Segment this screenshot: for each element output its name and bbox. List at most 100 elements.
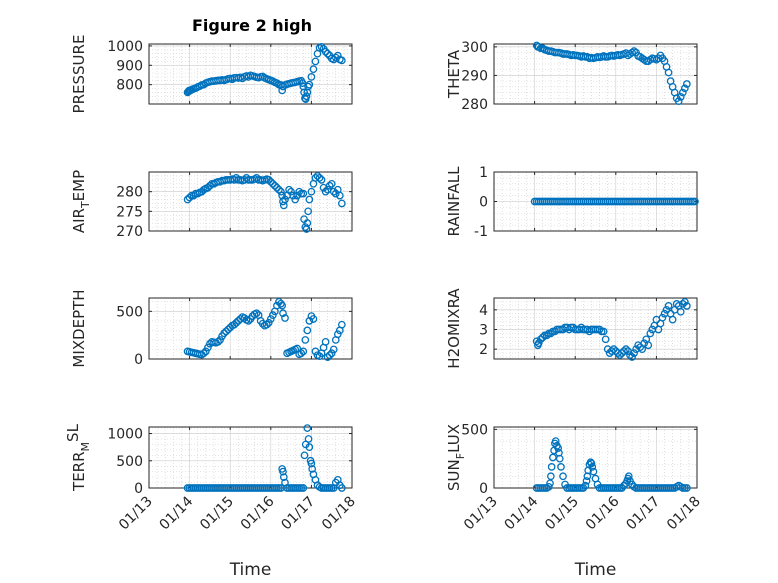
x-axis-label: Time [229,560,272,580]
data-point [279,473,288,481]
y-tick-label: 800 [116,78,143,94]
data-point [308,465,317,473]
data-point [305,195,314,204]
x-tick-label: 01/15 [197,494,237,534]
data-point [587,459,596,468]
data-point [321,337,330,346]
data-point [337,484,346,492]
y-axis-label: THETA [445,49,463,99]
x-tick-label: 01/16 [583,493,623,533]
data-point [616,351,624,359]
data-point [664,302,673,310]
axes-box [493,43,698,105]
data-point [317,43,326,51]
data-point [599,327,608,336]
data-point [301,336,310,344]
data-point [538,333,547,342]
data-point [327,349,336,358]
subplot-air-temp: 270 275 280 AIRTEMP [70,170,353,240]
y-tick-label: 290 [461,68,488,84]
data-point [234,317,243,325]
data-point [579,484,588,492]
data-point [222,327,230,336]
subplot-h2omixra: 2 3 4 H2OMIXRA [445,288,698,369]
x-tick-label: 01/14 [502,493,542,533]
data-point [644,341,653,350]
data-point [547,463,556,471]
data-point [199,349,208,358]
data-point [329,345,338,354]
data-point [262,320,271,329]
data-point [266,177,275,186]
y-axis-label: H2OMIXRA [445,288,463,369]
data-point [199,80,208,89]
y-axis-label: AIRTEMP [70,170,92,233]
data-point [309,315,318,323]
data-point [204,343,212,352]
x-tick-label: 01/16 [238,493,278,533]
data-point [691,197,699,206]
x-tick-label: 01/15 [542,494,582,534]
data-point [536,335,545,344]
data-point [588,463,597,471]
data-point [299,484,308,492]
y-tick-label: 1000 [107,39,143,55]
data-point [307,187,316,196]
data-point [532,337,541,346]
data-point [289,191,297,200]
data-point [664,68,673,77]
axes-box [493,297,698,360]
data-point [331,53,340,62]
data-point [323,49,332,58]
y-tick-label: 0 [479,195,488,211]
data-point [281,195,289,204]
x-tick-label: 01/13 [461,494,501,534]
x-axis-label: Time [574,560,617,580]
data-point [658,313,667,322]
data-point [307,459,316,468]
data-point [201,347,210,356]
x-tick-label: 01/18 [664,494,704,534]
data-point [680,84,689,93]
data-point [331,189,340,198]
data-point [281,314,289,322]
subplot-rainfall: -1 0 1 RAINFALL [445,165,699,240]
data-point [279,467,287,476]
data-point [680,298,689,306]
axes-box [148,171,353,232]
data-point [273,79,281,87]
data-point [626,351,634,359]
data-point [538,44,547,53]
data-point [557,463,565,471]
data-point [618,484,626,492]
data-point [636,343,645,352]
data-point [298,79,307,87]
data-point [542,331,551,340]
x-tick-label: 01/18 [319,494,359,534]
data-point [333,51,342,60]
data-point [678,88,687,97]
y-tick-label: 500 [461,422,488,438]
data-point [546,329,555,338]
axes-box [148,426,353,489]
y-tick-label: 0 [479,481,488,497]
data-point [589,467,598,476]
data-point [252,309,261,318]
data-point [337,56,346,65]
data-point [682,80,691,88]
data-point [189,191,198,200]
data-point [206,181,214,190]
data-point [311,57,320,66]
data-point [183,195,192,204]
y-tick-label: 3 [479,322,488,338]
data-point [300,451,309,460]
data-point [303,219,312,227]
data-point [601,335,610,344]
data-point [277,187,285,196]
data-point [303,424,312,432]
x-tick-label: 01/14 [157,493,197,533]
data-point [279,82,287,91]
data-point [335,191,344,200]
